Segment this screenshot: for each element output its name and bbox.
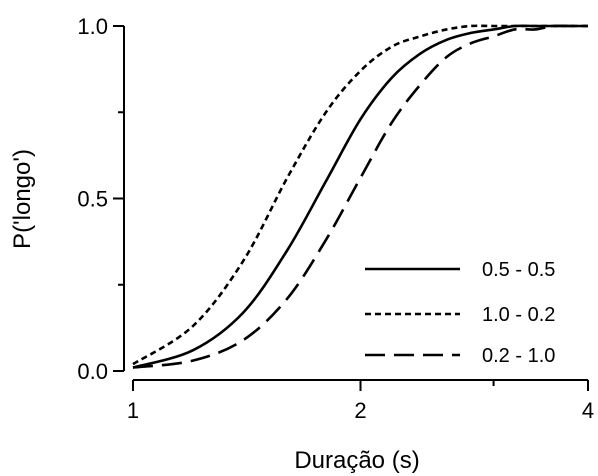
x-tick-label: 4 <box>582 398 594 423</box>
y-tick-label: 1.0 <box>77 14 108 39</box>
y-tick-label: 0.0 <box>77 359 108 384</box>
x-tick-label: 2 <box>354 398 366 423</box>
legend: 0.5 - 0.5 1.0 - 0.2 0.2 - 1.0 <box>365 259 555 367</box>
y-axis-title: P('longo') <box>9 149 36 249</box>
series-layer <box>132 24 588 369</box>
axes: 0.0 0.5 1.0 1 2 4 <box>77 14 594 423</box>
y-tick-label: 0.5 <box>77 187 108 212</box>
series-line-2 <box>132 24 588 366</box>
legend-label-2: 1.0 - 0.2 <box>482 304 555 326</box>
x-axis-title: Duração (s) <box>294 447 419 474</box>
legend-label-3: 0.2 - 1.0 <box>482 345 555 367</box>
legend-label-1: 0.5 - 0.5 <box>482 259 555 281</box>
x-tick-label: 1 <box>127 398 139 423</box>
series-line-3 <box>132 24 588 369</box>
